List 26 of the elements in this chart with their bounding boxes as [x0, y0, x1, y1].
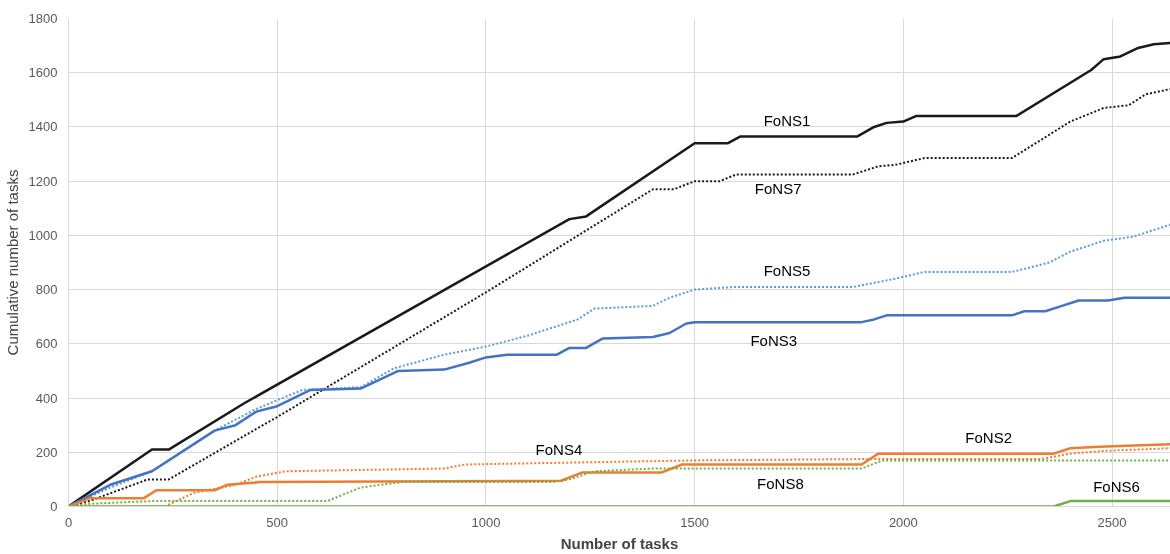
y-tick-label: 800 [35, 282, 58, 298]
x-axis-title: Number of tasks [560, 534, 679, 552]
x-tick-label: 1500 [680, 514, 710, 530]
y-axis-title: Cumulative number of tasks [3, 169, 21, 356]
y-tick-label: 400 [35, 390, 58, 406]
y-tick-label: 1600 [28, 65, 58, 81]
series-label: FoNS7 [754, 179, 802, 197]
y-tick-label: 1200 [28, 173, 58, 189]
series-label: FoNS5 [763, 262, 811, 280]
x-tick-label: 2000 [888, 514, 918, 530]
y-tick-label: 200 [35, 444, 58, 460]
y-tick-label: 1000 [28, 227, 58, 243]
series-label: FoNS3 [750, 331, 798, 349]
x-tick-label: 500 [266, 514, 289, 530]
series-label: FoNS2 [965, 429, 1013, 447]
y-tick-label: 1400 [28, 119, 58, 135]
y-tick-label: 0 [50, 499, 58, 514]
series-label: FoNS6 [1093, 477, 1140, 495]
series-label: FoNS1 [763, 111, 811, 129]
y-tick-label: 1800 [28, 11, 58, 26]
series-label: FoNS8 [757, 475, 804, 493]
series-label: FoNS4 [535, 441, 583, 459]
x-tick-label: 2500 [1097, 514, 1127, 530]
x-tick-label: 1000 [471, 514, 501, 530]
x-tick-label: 0 [64, 514, 73, 530]
y-tick-label: 600 [35, 336, 58, 352]
